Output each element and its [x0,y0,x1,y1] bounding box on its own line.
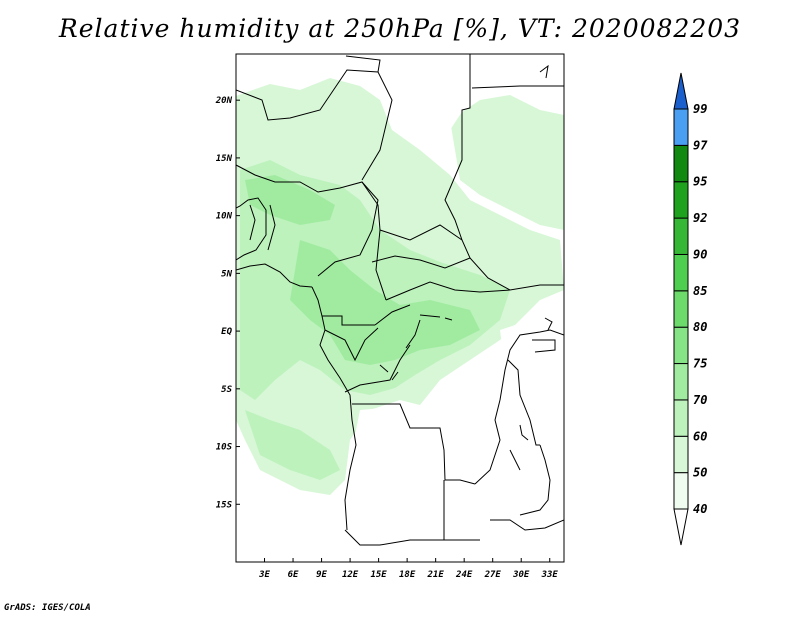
colorbar-label: 60 [693,429,707,443]
dry-patch-sahara [390,58,470,150]
humidity-field [236,54,564,562]
dry-patch-south [340,400,564,562]
humidity-patch-south [245,410,340,480]
lon-tick-label: 6E [288,570,299,580]
chart-title: Relative humidity at 250hPa [%], VT: 202… [58,14,742,43]
colorbar-label: 99 [693,102,707,116]
colorbar-label: 90 [693,247,707,261]
colorbar-label: 85 [693,284,707,298]
dry-patch-east [500,310,564,400]
colorbar-segment [673,290,689,328]
colorbar-label: 92 [693,211,707,225]
lon-tick-label: 30E [512,570,530,580]
lon-tick-label: 12E [342,570,359,580]
humidity-patch-sahel [245,175,335,225]
colorbar-label: 40 [693,502,707,516]
lon-tick-label: 18E [399,570,416,580]
colorbar-segment [673,472,689,510]
colorbar-label: 50 [693,466,707,480]
lon-tick-label: 33E [541,570,559,580]
longitude-axis: 3E 6E 9E 12E 15E 18E 21E 24E 27E 30E 33E [258,558,558,580]
colorbar-segment [673,435,689,474]
lon-tick-label: 3E [258,570,270,580]
lat-tick-label: 15S [216,500,233,510]
colorbar-top-arrow [673,72,689,110]
colorbar-segment [673,108,689,146]
colorbar-label: 75 [693,357,707,371]
colorbar-segment [673,217,689,255]
colorbar-label: 97 [693,138,708,152]
lon-tick-label: 21E [427,570,445,580]
map-frame [235,53,565,563]
lon-tick-label: 15E [370,570,387,580]
lon-tick-label: 24E [455,570,473,580]
country-borders [236,54,564,546]
latitude-axis: 20N 15N 10N 5N EQ 5S 10S 15S [215,96,240,510]
lat-tick-label: 10N [216,212,233,222]
humidity-patch-northeast [450,95,564,230]
colorbar-segment [673,181,689,219]
lat-tick-label: 15N [216,154,233,164]
lat-tick-label: EQ [221,327,232,337]
lon-tick-label: 27E [484,570,502,580]
colorbar-bottom-arrow [673,508,689,546]
colorbar-segment [673,326,689,365]
colorbar-label: 80 [693,320,707,334]
lat-tick-label: 5S [221,385,232,395]
lat-tick-label: 20N [215,96,233,106]
grads-credit: GrADS: IGES/COLA [4,603,91,613]
colorbar-legend: 40 50 60 70 75 80 85 90 92 95 97 99 [673,72,708,546]
lat-tick-label: 5N [221,269,232,279]
colorbar-label: 95 [693,175,707,189]
colorbar-segment [673,253,689,292]
lat-tick-label: 10S [216,443,233,453]
humidity-patch-inner [290,240,480,365]
colorbar-segment [673,399,689,437]
colorbar-label: 70 [693,393,707,407]
colorbar-segment [673,363,689,401]
lon-tick-label: 9E [316,570,327,580]
colorbar-segment [673,144,689,183]
